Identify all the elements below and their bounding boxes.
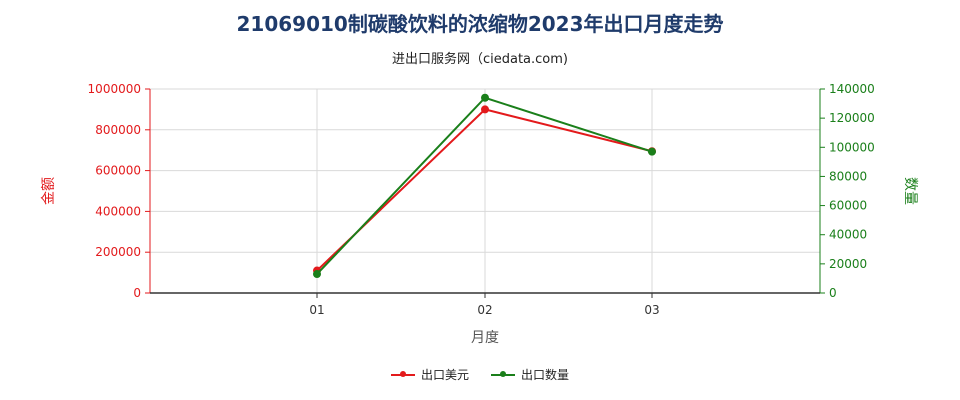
y-tick-label-left: 0 — [133, 286, 141, 300]
chart-legend: 出口美元 出口数量 — [0, 366, 960, 383]
y-tick-label-right: 60000 — [829, 199, 867, 213]
y-axis-title-left: 金额 — [41, 177, 57, 205]
x-tick-label: 01 — [309, 303, 324, 317]
chart-title: 21069010制碳酸饮料的浓缩物2023年出口月度走势 — [236, 12, 724, 36]
y-tick-label-left: 600000 — [95, 164, 141, 178]
data-point-export-usd — [481, 105, 489, 114]
data-point-export-quantity — [481, 93, 489, 102]
y-tick-label-left: 1000000 — [88, 82, 141, 96]
chart-subtitle: 进出口服务网（ciedata.com) — [391, 52, 568, 67]
y-tick-label-right: 80000 — [829, 169, 867, 183]
x-tick-label: 03 — [644, 303, 659, 317]
data-point-export-quantity — [648, 147, 656, 156]
y-tick-label-right: 40000 — [829, 228, 867, 242]
legend-label-export-quantity: 出口数量 — [521, 368, 570, 382]
legend-item-export-usd[interactable]: 出口美元 — [390, 366, 469, 383]
legend-swatch-export-usd — [390, 370, 415, 377]
y-tick-label-right: 100000 — [829, 140, 875, 154]
y-tick-label-left: 400000 — [95, 204, 141, 218]
y-axis-title-right: 数量 — [902, 177, 918, 205]
y-tick-label-right: 20000 — [829, 257, 867, 271]
y-tick-label-left: 800000 — [95, 123, 141, 137]
y-tick-label-left: 200000 — [95, 245, 141, 259]
x-tick-label: 02 — [477, 303, 492, 317]
y-tick-label-right: 140000 — [829, 82, 875, 96]
legend-label-export-usd: 出口美元 — [420, 368, 469, 382]
y-tick-label-right: 120000 — [829, 111, 875, 125]
data-point-export-quantity — [313, 270, 321, 279]
legend-swatch-export-quantity — [491, 370, 515, 377]
legend-item-export-quantity[interactable]: 出口数量 — [491, 366, 569, 383]
y-tick-label-right: 0 — [829, 286, 837, 300]
x-axis-title: 月度 — [471, 330, 499, 346]
